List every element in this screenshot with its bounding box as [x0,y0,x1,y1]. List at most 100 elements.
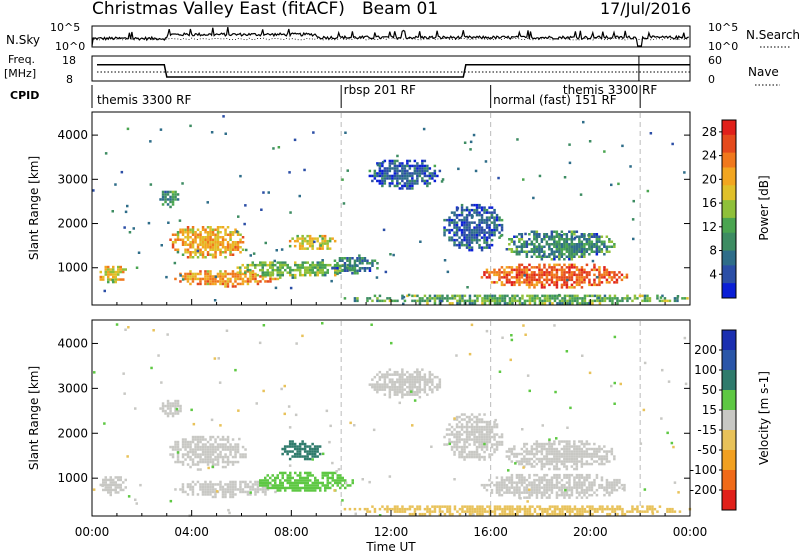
power-cell [234,280,237,283]
velocity-cell [641,510,644,513]
freq-tick-right-top: 60 [708,54,722,67]
velocity-cell [296,474,299,477]
power-cell [117,265,120,269]
power-cell [191,251,195,254]
power-cell [371,179,374,183]
power-cell [603,266,606,269]
velocity-cell [186,493,190,496]
velocity-cell [493,420,496,424]
velocity-cell [229,443,232,446]
velocity-cell [541,510,544,513]
velocity-cell [618,478,621,482]
velocity-cell [610,452,614,456]
power-cell [406,294,409,298]
power-cell [553,258,556,261]
velocity-cell [196,460,200,464]
velocity-cell [461,507,464,511]
power-cell [472,133,476,137]
velocity-cell [488,428,491,431]
power-cell [475,228,479,232]
velocity-cell [503,481,506,484]
power-cell [456,207,460,210]
power-cell [510,238,514,241]
power-cell [423,174,427,178]
velocity-cell [523,507,527,511]
power-cell [411,177,414,180]
velocity-cell [565,440,569,443]
power-cell [428,299,432,303]
power-cell [556,294,559,298]
velocity-cell [234,450,237,454]
power-cell [378,162,382,165]
power-cell [209,277,212,281]
velocity-cell [493,512,497,516]
velocity-cell [500,481,504,484]
velocity-cell [112,483,115,487]
velocity-cell [279,479,282,482]
power-cell [468,294,472,298]
velocity-cell [293,455,297,458]
power-cell [585,276,589,279]
power-cell [421,169,424,173]
power-cell [112,280,115,284]
velocity-cell [301,455,304,458]
power-cell [318,234,322,238]
velocity-cell [605,488,609,492]
velocity-cell [568,507,572,511]
power-cell [535,266,539,269]
power-cell [306,266,309,269]
velocity-cell [396,393,399,396]
velocity-cell [331,461,334,465]
power-cell [555,263,559,267]
velocity-cell [184,490,187,494]
velocity-cell [196,448,200,451]
power-cell [550,281,554,284]
power-cell [545,278,549,282]
velocity-cell [381,375,384,379]
power-cell [254,275,257,278]
velocity-cell [485,433,489,436]
power-cell [613,273,616,277]
power-cell [453,238,456,242]
power-cell [588,294,592,298]
velocity-cell [199,468,202,471]
power-cell [402,302,405,306]
power-cell [186,256,190,259]
velocity-cell [376,388,379,391]
velocity-cell [194,463,197,466]
velocity-cell [522,466,525,469]
power-cell [580,235,584,238]
power-cell [453,223,456,227]
velocity-cell [416,375,419,379]
velocity-cell [619,382,622,386]
power-cell [483,302,487,305]
power-cell [541,302,544,305]
velocity-cell [533,483,536,487]
velocity-cell [107,478,110,482]
velocity-cell [254,488,257,491]
power-cbar-label: Power [dB] [757,175,771,240]
power-cell [520,238,524,241]
velocity-cell [548,438,551,441]
velocity-cell [421,378,424,381]
velocity-cell [593,510,597,513]
velocity-cell [229,485,232,489]
power-cell [611,299,614,303]
velocity-cell [169,499,173,503]
velocity-cell [401,510,404,513]
power-cell [298,194,301,198]
power-cell [149,140,152,143]
velocity-cell [181,485,185,489]
power-cell [603,273,606,277]
power-cell [523,268,526,272]
power-cell [174,241,177,244]
velocity-cell [455,440,459,444]
velocity-cell [535,450,539,453]
velocity-cell [386,373,389,376]
power-cell [373,174,377,178]
velocity-cell [455,438,459,441]
velocity-cell [553,507,557,511]
power-cbar-segment [722,167,736,171]
velocity-cell [530,481,534,484]
power-cell [613,243,616,246]
